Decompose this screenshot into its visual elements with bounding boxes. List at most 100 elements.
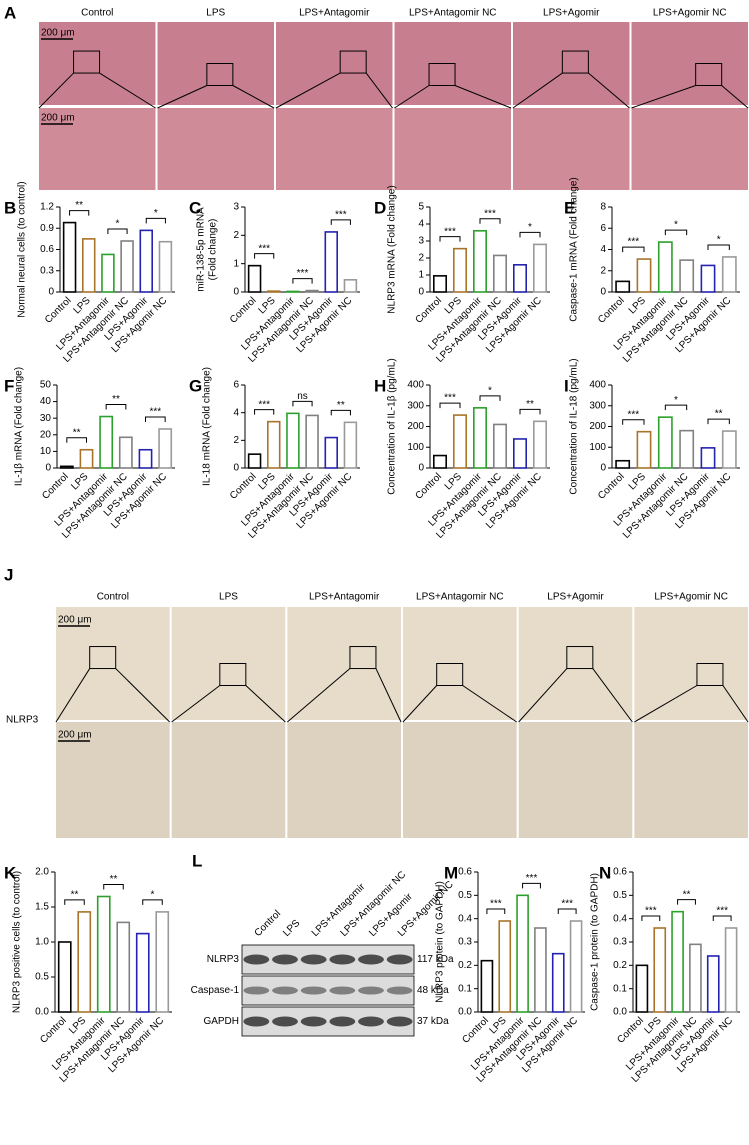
panel-letter: B	[4, 198, 16, 217]
x-tick-label: Control	[43, 295, 74, 326]
zoom-box	[73, 50, 101, 74]
zoom-box	[695, 63, 723, 86]
protein-label: GAPDH	[203, 1016, 239, 1027]
y-tick-label: 0.1	[613, 983, 627, 994]
bar	[653, 927, 667, 1013]
significance-label: *	[528, 222, 532, 233]
column-header: LPS	[206, 8, 225, 19]
zoom-line	[232, 85, 275, 109]
zoom-line	[394, 85, 430, 109]
significance-label: ***	[526, 873, 538, 884]
significance-bracket	[66, 437, 87, 443]
blot-band	[358, 986, 384, 995]
bar	[96, 895, 111, 1013]
panel-letter: C	[189, 198, 201, 217]
bar	[324, 436, 338, 469]
y-tick-label: 5	[418, 202, 424, 213]
significance-bracket	[330, 219, 351, 225]
micrograph-zoom	[157, 108, 274, 190]
zoom-line	[55, 668, 91, 723]
zoom-box	[566, 646, 594, 670]
significance-bracket	[557, 908, 577, 914]
bar	[452, 247, 467, 293]
size-label: 48 kDa	[417, 985, 449, 996]
bar	[101, 253, 115, 293]
y-tick-label: 0.0	[35, 1007, 49, 1018]
bar	[689, 943, 702, 1013]
bar	[706, 955, 720, 1013]
column-header: LPS+Agomir NC	[653, 8, 727, 19]
bar	[492, 423, 507, 469]
zoom-line	[588, 72, 630, 109]
column-header: LPS+Antagomir	[299, 8, 370, 19]
y-tick-label: 30	[40, 413, 52, 424]
blot-band	[329, 986, 356, 995]
bar	[721, 256, 737, 293]
y-tick-label: 3	[418, 236, 424, 247]
y-tick-label: 20	[40, 429, 52, 440]
y-tick-label: 0.6	[613, 867, 627, 878]
significance-bracket	[105, 404, 127, 410]
bar	[286, 290, 300, 293]
zoom-line	[518, 668, 568, 723]
blot-band	[358, 1016, 384, 1027]
y-tick-label: 2.0	[35, 867, 49, 878]
bar	[99, 415, 114, 469]
significance-bracket	[292, 278, 313, 284]
blot-band	[386, 986, 413, 995]
y-axis-label: Concentration of IL-18 (pg/mL)	[569, 358, 580, 494]
micrograph-zoom	[403, 722, 517, 838]
y-tick-label: 400	[589, 380, 606, 391]
bar	[305, 414, 319, 469]
bar	[512, 263, 527, 293]
significance-bracket	[519, 408, 541, 415]
y-tick-label: 0.4	[458, 913, 472, 924]
blot-band	[358, 954, 384, 965]
y-tick-label: 300	[407, 400, 424, 411]
significance-label: ***	[627, 409, 639, 420]
y-tick-label: 0	[418, 463, 424, 474]
blot-band	[243, 1016, 270, 1027]
bar	[77, 911, 92, 1013]
y-tick-label: 50	[40, 380, 52, 391]
y-tick-label: 400	[407, 380, 424, 391]
zoom-line	[631, 85, 696, 109]
y-tick-label: 200	[589, 421, 606, 432]
bar	[82, 238, 96, 293]
bar	[247, 453, 262, 469]
x-tick-label: Control	[228, 295, 259, 326]
x-tick-label: Control	[413, 295, 444, 326]
zoom-line	[462, 685, 517, 723]
protein-label: Caspase-1	[191, 985, 240, 996]
micrograph	[39, 22, 156, 105]
zoom-line	[375, 668, 402, 723]
y-tick-label: 6	[600, 223, 606, 234]
zoom-line	[402, 685, 438, 723]
micrograph	[276, 22, 393, 105]
significance-bracket	[479, 395, 501, 401]
x-tick-label: Control	[40, 471, 71, 502]
significance-label: ***	[297, 268, 309, 279]
bar	[551, 952, 565, 1013]
bar	[480, 959, 494, 1013]
y-tick-label: 0.4	[613, 913, 627, 924]
stain-label: NLRP3	[6, 715, 39, 726]
significance-label: *	[116, 219, 120, 230]
significance-label: ***	[561, 899, 573, 910]
column-header: LPS+Antagomir	[309, 592, 380, 603]
significance-label: **	[337, 400, 345, 411]
bar	[118, 436, 133, 469]
x-tick-label: Control	[460, 1015, 491, 1046]
scale-label: 200 μm	[58, 730, 92, 741]
bar	[432, 275, 447, 293]
significance-bracket	[69, 210, 90, 216]
y-axis-label: Concentration of IL-1β (pg/mL)	[387, 358, 398, 494]
bar	[286, 412, 300, 469]
significance-bracket	[142, 899, 163, 905]
significance-label: **	[683, 889, 691, 900]
zoom-line	[275, 72, 341, 109]
significance-label: **	[526, 399, 534, 410]
x-tick-label: Control	[38, 1015, 69, 1046]
y-tick-label: 100	[407, 442, 424, 453]
